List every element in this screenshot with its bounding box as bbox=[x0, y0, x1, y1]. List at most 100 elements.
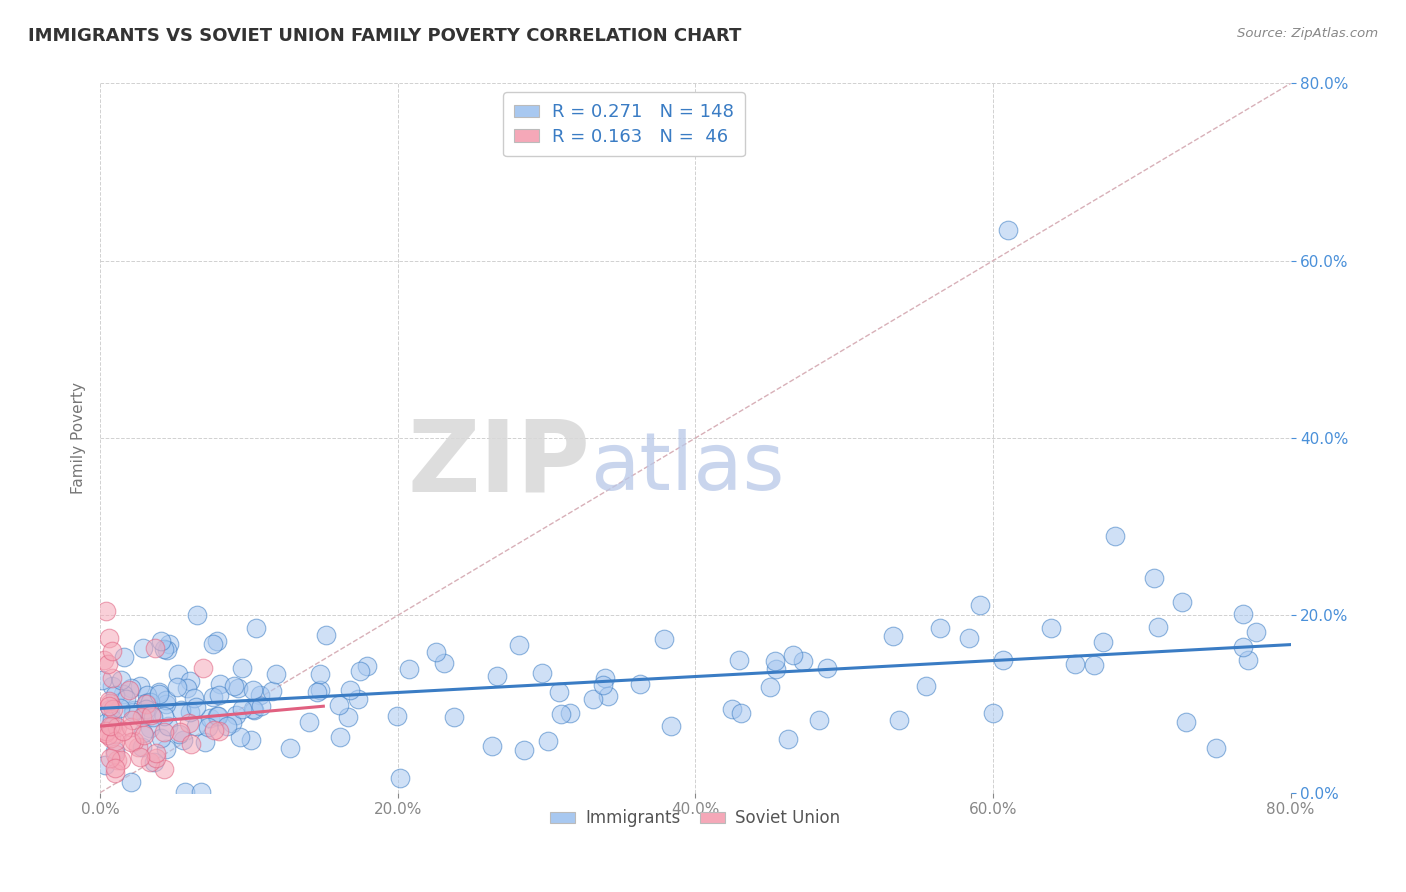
Point bbox=[166, 680, 188, 694]
Point bbox=[129, 749, 152, 764]
Point bbox=[1171, 595, 1194, 609]
Point bbox=[124, 734, 146, 748]
Point bbox=[183, 690, 205, 705]
Point bbox=[184, 719, 207, 733]
Point bbox=[103, 702, 125, 716]
Point bbox=[915, 679, 938, 693]
Point bbox=[815, 661, 838, 675]
Point bbox=[385, 708, 408, 723]
Point bbox=[730, 706, 752, 720]
Point bbox=[969, 598, 991, 612]
Point bbox=[1064, 657, 1087, 672]
Point bbox=[98, 751, 121, 765]
Point bbox=[596, 689, 619, 703]
Point bbox=[887, 714, 910, 728]
Point bbox=[174, 785, 197, 799]
Point bbox=[1143, 571, 1166, 585]
Point bbox=[208, 689, 231, 703]
Point bbox=[186, 700, 208, 714]
Point bbox=[242, 683, 264, 698]
Y-axis label: Family Poverty: Family Poverty bbox=[72, 382, 86, 494]
Point bbox=[145, 751, 167, 765]
Point bbox=[550, 707, 572, 722]
Point bbox=[135, 696, 157, 710]
Point bbox=[190, 785, 212, 799]
Point bbox=[100, 696, 122, 710]
Point bbox=[91, 673, 114, 688]
Point bbox=[104, 761, 127, 775]
Point bbox=[217, 719, 239, 733]
Point bbox=[120, 720, 142, 734]
Point bbox=[93, 652, 115, 666]
Point bbox=[929, 621, 952, 635]
Text: atlas: atlas bbox=[591, 429, 785, 508]
Point bbox=[104, 689, 127, 703]
Point bbox=[112, 723, 135, 738]
Point bbox=[110, 753, 132, 767]
Point bbox=[1244, 624, 1267, 639]
Point bbox=[305, 685, 328, 699]
Point bbox=[134, 728, 156, 742]
Point bbox=[105, 753, 128, 767]
Point bbox=[508, 638, 530, 652]
Point bbox=[339, 683, 361, 698]
Point bbox=[231, 702, 253, 716]
Point bbox=[807, 713, 830, 727]
Point bbox=[882, 629, 904, 643]
Point bbox=[249, 688, 271, 702]
Point bbox=[1175, 714, 1198, 729]
Point bbox=[135, 702, 157, 716]
Point bbox=[193, 661, 215, 675]
Point bbox=[121, 713, 143, 727]
Point bbox=[153, 642, 176, 657]
Point bbox=[145, 746, 167, 760]
Point bbox=[1091, 635, 1114, 649]
Point bbox=[179, 705, 201, 719]
Point bbox=[108, 700, 131, 714]
Point bbox=[245, 621, 267, 635]
Point bbox=[205, 709, 228, 723]
Point bbox=[104, 765, 127, 780]
Point bbox=[425, 645, 447, 659]
Point bbox=[997, 223, 1019, 237]
Point bbox=[231, 661, 253, 675]
Point bbox=[94, 757, 117, 772]
Point bbox=[536, 734, 558, 748]
Point bbox=[120, 734, 142, 748]
Point bbox=[264, 666, 287, 681]
Point bbox=[443, 709, 465, 723]
Point bbox=[1147, 619, 1170, 633]
Point bbox=[170, 703, 193, 717]
Point bbox=[176, 681, 198, 695]
Point bbox=[98, 719, 121, 733]
Point bbox=[94, 604, 117, 618]
Point bbox=[98, 631, 121, 645]
Point bbox=[104, 744, 127, 758]
Point bbox=[205, 634, 228, 648]
Point bbox=[118, 683, 141, 698]
Point bbox=[1083, 658, 1105, 673]
Point bbox=[101, 712, 124, 726]
Point bbox=[100, 702, 122, 716]
Point bbox=[349, 664, 371, 678]
Point bbox=[167, 666, 190, 681]
Point bbox=[179, 674, 201, 689]
Point bbox=[652, 632, 675, 646]
Point bbox=[112, 687, 135, 701]
Point bbox=[97, 657, 120, 672]
Point bbox=[758, 680, 780, 694]
Point bbox=[328, 698, 350, 713]
Point bbox=[485, 669, 508, 683]
Point bbox=[763, 654, 786, 668]
Point bbox=[141, 708, 163, 723]
Point bbox=[155, 697, 177, 711]
Point bbox=[129, 679, 152, 693]
Point bbox=[104, 747, 127, 761]
Point bbox=[97, 694, 120, 708]
Point bbox=[222, 679, 245, 693]
Point bbox=[356, 659, 378, 673]
Point bbox=[782, 648, 804, 662]
Point bbox=[728, 653, 751, 667]
Point bbox=[208, 723, 231, 738]
Text: IMMIGRANTS VS SOVIET UNION FAMILY POVERTY CORRELATION CHART: IMMIGRANTS VS SOVIET UNION FAMILY POVERT… bbox=[28, 27, 741, 45]
